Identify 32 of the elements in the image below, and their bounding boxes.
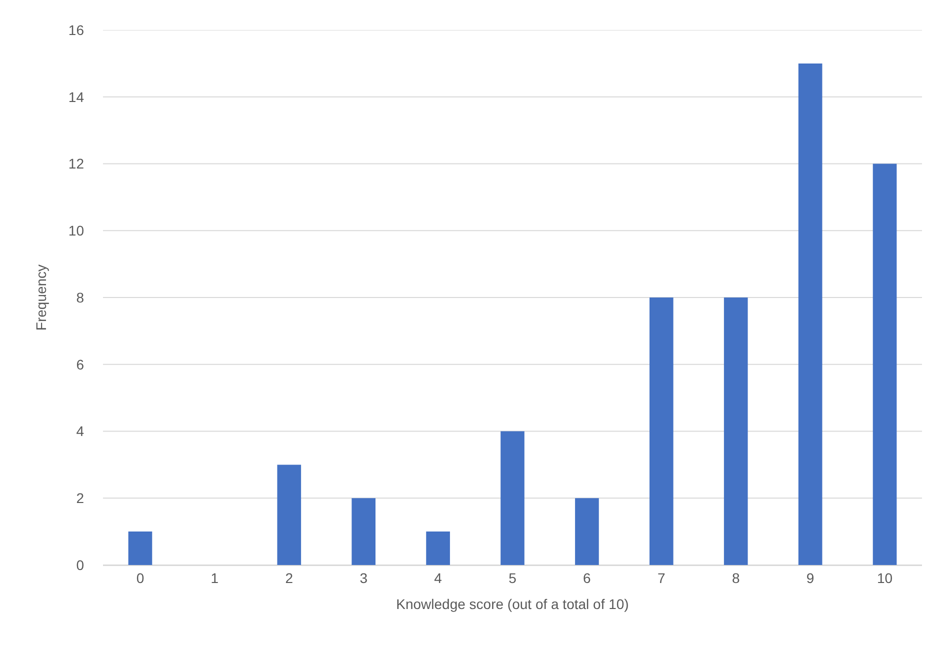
- y-tick-label: 14: [68, 88, 84, 105]
- x-tick-label: 1: [210, 570, 219, 586]
- y-tick-label: 16: [68, 22, 84, 38]
- bar: [426, 532, 450, 565]
- bar: [872, 164, 897, 565]
- bar: [724, 298, 748, 565]
- y-tick-label: 12: [68, 156, 84, 172]
- y-tick-label: 10: [68, 222, 84, 239]
- x-tick-label: 2: [285, 570, 294, 586]
- y-tick-label: 0: [76, 556, 84, 573]
- x-tick-label: 0: [136, 570, 144, 586]
- x-tick-label: 7: [658, 570, 666, 586]
- bar: [575, 498, 599, 565]
- x-tick-label: 10: [876, 570, 893, 586]
- bar: [500, 431, 524, 565]
- x-axis-title: Knowledge score (out of a total of 10): [396, 596, 629, 612]
- x-tick-label: 4: [434, 570, 442, 586]
- y-tick-label: 8: [76, 289, 84, 306]
- bar: [352, 498, 376, 565]
- y-tick-label: 4: [76, 423, 84, 440]
- x-tick-label: 3: [360, 570, 368, 586]
- y-tick-label: 6: [76, 356, 84, 372]
- bar: [277, 464, 302, 565]
- x-tick-label: 6: [583, 570, 592, 586]
- x-tick-label: 5: [508, 570, 517, 586]
- y-axis-title: Frequency: [33, 264, 50, 331]
- bar: [128, 532, 152, 565]
- x-tick-label: 8: [732, 570, 740, 586]
- bar: [650, 298, 674, 565]
- x-tick-label: 9: [806, 570, 814, 586]
- bar: [798, 63, 822, 565]
- y-tick-label: 2: [76, 490, 84, 506]
